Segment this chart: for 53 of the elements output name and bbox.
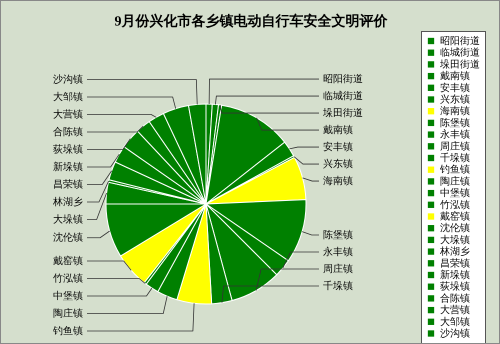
legend-label: 昭阳街道 <box>440 35 480 47</box>
legend-label: 沈伦镇 <box>440 222 470 234</box>
legend-label: 大营镇 <box>440 304 470 316</box>
slice-label: 大邹镇 <box>53 90 83 103</box>
slice-label: 兴东镇 <box>323 158 353 170</box>
legend-label: 陶庄镇 <box>440 175 470 188</box>
category-label: 安丰镇 <box>323 142 353 154</box>
chart-title: 9月份兴化市各乡镇电动自行车安全文明评价 <box>114 12 388 30</box>
legend-label: 临城街道 <box>440 46 480 59</box>
legend-label: 周庄镇 <box>440 140 470 152</box>
slice-label: 竹泓镇 <box>53 272 83 284</box>
slice-label: 陶庄镇 <box>53 308 83 320</box>
legend-label: 大垛镇 <box>440 234 470 246</box>
slice-label: 大垛镇 <box>53 213 83 226</box>
legend-label: 陈堡镇 <box>440 116 470 129</box>
legend-label: 戴窑镇 <box>440 210 470 222</box>
slice-label: 中堡镇 <box>53 290 83 302</box>
slice-label: 昭阳街道 <box>323 73 363 86</box>
legend-label: 中堡镇 <box>440 187 470 200</box>
slice-label: 周庄镇 <box>323 263 353 275</box>
category-label: 千垛镇 <box>323 281 353 292</box>
legend-label: 兴东镇 <box>440 94 470 106</box>
slice-label: 合陈镇 <box>53 126 83 138</box>
legend-label: 千垛镇 <box>440 152 470 164</box>
legend-label: 海南镇 <box>440 105 470 118</box>
slice-label: 永丰镇 <box>323 246 353 258</box>
legend-label: 钓鱼镇 <box>439 164 470 176</box>
slice-label: 沈伦镇 <box>53 232 83 244</box>
legend-label: 新垛镇 <box>440 269 470 281</box>
slice-label: 戴南镇 <box>323 124 353 136</box>
legend-label: 竹泓镇 <box>440 198 470 211</box>
slice-label: 钓鱼镇 <box>52 325 83 337</box>
slice-label: 戴窑镇 <box>53 255 83 267</box>
slice-label: 陈堡镇 <box>323 229 353 241</box>
slice-label: 新垛镇 <box>53 160 83 173</box>
legend-label: 沙沟镇 <box>440 328 470 340</box>
slice-label: 林湖乡 <box>52 196 83 208</box>
slice-label: 海南镇 <box>323 175 353 188</box>
legend-label: 林湖乡 <box>439 246 470 258</box>
slice-label: 临城街道 <box>323 90 363 102</box>
legend-label: 永丰镇 <box>440 128 470 141</box>
legend-label: 昌荣镇 <box>440 257 470 270</box>
category-label: 大营镇 <box>53 109 83 120</box>
legend-label: 安丰镇 <box>440 82 470 94</box>
slice-label: 昌荣镇 <box>53 178 83 190</box>
legend-label: 荻垛镇 <box>440 280 470 293</box>
slice-label: 沙沟镇 <box>53 73 83 86</box>
legend-label: 合陈镇 <box>440 292 470 304</box>
category-label: 荻垛镇 <box>53 144 83 156</box>
legend-label: 垛田街道 <box>439 58 480 70</box>
slice-label: 垛田街道 <box>322 107 363 120</box>
legend-label: 戴南镇 <box>440 70 470 82</box>
legend-label: 大邹镇 <box>440 316 470 328</box>
